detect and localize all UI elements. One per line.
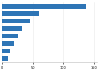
Bar: [2, 26, 22, 31]
Bar: [2, 56, 8, 61]
Bar: [2, 34, 18, 38]
Bar: [2, 49, 10, 53]
Bar: [2, 41, 14, 46]
Bar: [2, 11, 39, 16]
Bar: [2, 4, 86, 9]
Bar: [2, 19, 30, 23]
